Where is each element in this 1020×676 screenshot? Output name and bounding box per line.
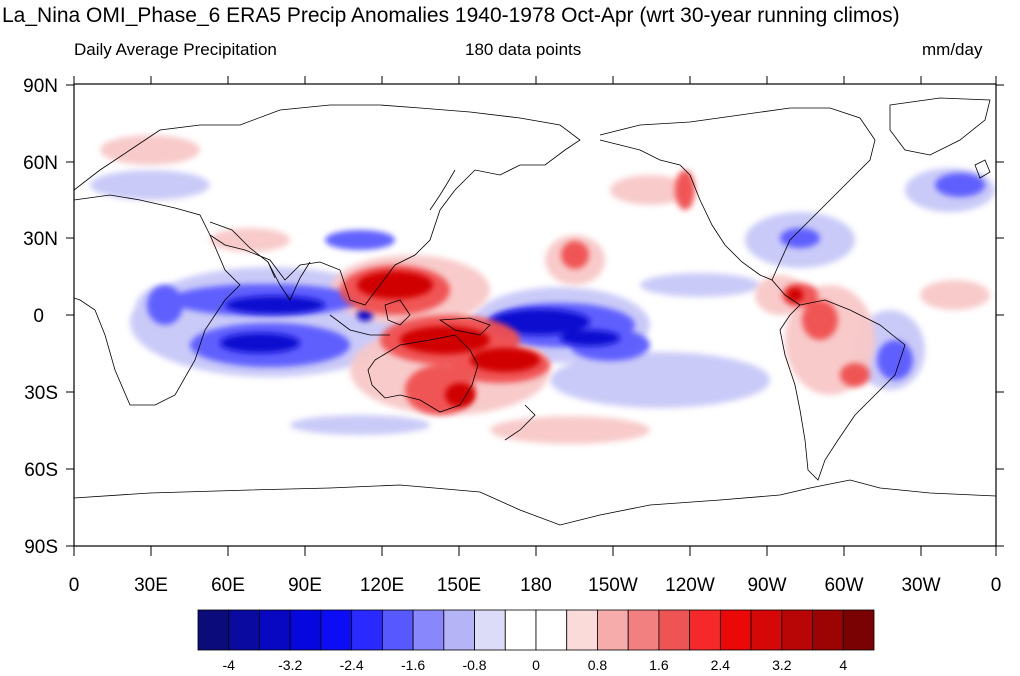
colorbar-label: -2.4 [340,657,364,673]
colorbar-swatch [566,609,598,651]
y-tick-label: 30S [24,383,58,404]
colorbar-swatch [689,609,721,651]
colorbar-label: 3.2 [772,657,792,673]
colorbar-swatch [781,609,813,651]
colorbar-label: 0.8 [588,657,608,673]
coastlines [74,97,996,526]
x-tick-label: 30E [134,575,168,596]
x-tick-label: 30W [901,575,940,596]
y-tick-label: 60N [23,153,58,174]
colorbar-swatch [443,609,475,651]
tick-marks [66,76,1004,556]
x-tick-label: 0 [991,575,1002,596]
x-tick-label: 150E [437,575,481,596]
colorbar-swatch [351,609,383,651]
colorbar-swatch [812,609,844,651]
x-tick-label: 120E [360,575,404,596]
colorbar-label: -4 [223,657,236,673]
colorbar-labels: -4 -3.2 -2.4 -1.6 -0.8 0 0.8 1.6 2.4 3.2 4 [223,657,848,673]
colorbar-swatch [228,609,260,651]
subtitle-left: Daily Average Precipitation [74,40,277,59]
colorbar-swatch [289,609,322,651]
x-tick-label: 0 [69,575,80,596]
colorbar-label: -1.6 [401,657,425,673]
colorbar-swatch [627,609,660,651]
x-tick-label: 60W [824,575,863,596]
subtitle-center: 180 data points [465,40,582,59]
y-tick-label: 90S [24,537,58,558]
colorbar [197,609,875,651]
colorbar-label: -3.2 [278,657,302,673]
colorbar-label: 1.6 [649,657,669,673]
y-tick-label: 30N [23,229,58,250]
colorbar-swatch [535,609,568,651]
colorbar-swatch [719,609,752,651]
x-tick-label: 90W [747,575,786,596]
colorbar-swatch [658,609,691,651]
colorbar-swatch [381,609,414,651]
colorbar-swatch [320,609,353,651]
y-tick-label: 90N [23,76,58,97]
colorbar-swatch [504,609,537,651]
y-axis-labels: 90N 60N 30N 0 30S 60S 90S [23,76,58,558]
colorbar-label: 4 [839,657,847,673]
anomaly-field [90,135,995,444]
x-axis-labels: 0 30E 60E 90E 120E 150E 180 150W 120W 90… [69,575,1002,596]
x-tick-label: 60E [211,575,245,596]
subtitle-right: mm/day [922,40,983,59]
colorbar-label: -0.8 [462,657,486,673]
colorbar-swatch [597,609,629,651]
colorbar-swatch [474,609,506,651]
colorbar-swatch [197,609,230,651]
x-tick-label: 150W [588,575,638,596]
x-tick-label: 120W [665,575,715,596]
colorbar-label: 2.4 [711,657,731,673]
colorbar-label: 0 [532,657,540,673]
x-tick-label: 180 [520,575,552,596]
colorbar-swatch [750,609,783,651]
map-title: La_Nina OMI_Phase_6 ERA5 Precip Anomalie… [2,4,900,27]
colorbar-swatch [412,609,445,651]
colorbar-swatch [259,609,291,651]
y-tick-label: 0 [33,306,44,327]
y-tick-label: 60S [24,460,58,481]
x-tick-label: 90E [288,575,322,596]
colorbar-swatch [842,609,875,651]
